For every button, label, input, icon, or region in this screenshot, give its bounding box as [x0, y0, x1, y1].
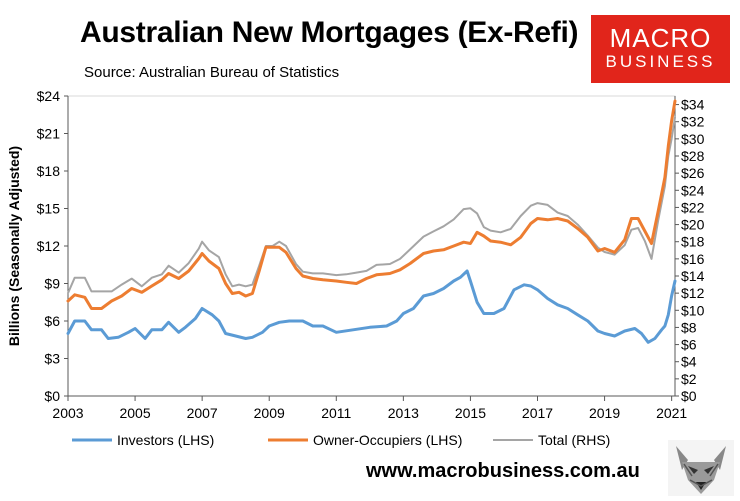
axes: $0$3$6$9$12$15$18$21$24$0$2$4$6$8$10$12$…: [37, 88, 705, 421]
y-left-tick-label: $15: [37, 201, 61, 217]
series-lines: [66, 99, 677, 344]
legend: Investors (LHS) Owner-Occupiers (LHS) Tota…: [72, 432, 610, 448]
y-right-tick-label: $0: [681, 388, 697, 404]
y-right-tick-label: $30: [681, 131, 705, 147]
chart-source: Source: Australian Bureau of Statistics: [84, 64, 340, 81]
y-right-tick-label: $14: [681, 268, 705, 284]
legend-label-1: Owner-Occupiers (LHS): [313, 432, 462, 448]
y-right-tick-label: $4: [681, 354, 697, 370]
series-line-0: [66, 269, 677, 344]
x-tick-label: 2021: [656, 405, 687, 421]
chart-title: Australian New Mortgages (Ex-Refi): [80, 16, 579, 49]
y-right-tick-label: $10: [681, 302, 705, 318]
footer-url: www.macrobusiness.com.au: [366, 460, 640, 482]
macrobusiness-logo: MACRO BUSINESS: [591, 15, 730, 83]
y-left-tick-label: $21: [37, 126, 61, 142]
logo-line-macro: MACRO: [609, 23, 712, 53]
x-tick-label: 2017: [522, 405, 553, 421]
x-tick-label: 2011: [321, 405, 351, 421]
y-right-tick-label: $8: [681, 319, 697, 335]
legend-label-2: Total (RHS): [538, 432, 610, 448]
y-right-tick-label: $18: [681, 234, 705, 250]
legend-label-0: Investors (LHS): [117, 432, 214, 448]
y-right-tick-label: $20: [681, 217, 705, 233]
plot-area-border: [67, 95, 676, 397]
logo-line-business: BUSINESS: [605, 52, 716, 71]
y-left-tick-label: $12: [37, 238, 61, 254]
x-tick-label: 2005: [119, 405, 150, 421]
x-tick-label: 2007: [187, 405, 218, 421]
y-axis-label: Billions (Seasonally Adjusted): [6, 146, 22, 346]
y-right-tick-label: $34: [681, 97, 705, 113]
y-right-tick-label: $22: [681, 199, 705, 215]
y-right-tick-label: $6: [681, 337, 697, 353]
x-tick-label: 2009: [254, 405, 285, 421]
y-left-tick-label: $6: [44, 313, 60, 329]
x-tick-label: 2015: [455, 405, 486, 421]
y-left-tick-label: $9: [44, 276, 60, 292]
y-right-tick-label: $24: [681, 182, 705, 198]
series-line-2: [67, 116, 676, 295]
y-right-tick-label: $12: [681, 285, 705, 301]
y-right-tick-label: $32: [681, 114, 705, 130]
y-right-tick-label: $16: [681, 251, 705, 267]
x-tick-label: 2003: [52, 405, 83, 421]
fox-mascot-icon: [668, 440, 734, 496]
y-left-tick-label: $3: [44, 351, 60, 367]
x-tick-label: 2013: [388, 405, 419, 421]
y-left-tick-label: $0: [44, 388, 60, 404]
y-right-tick-label: $28: [681, 148, 705, 164]
x-tick-label: 2019: [589, 405, 620, 421]
y-left-tick-label: $18: [37, 163, 61, 179]
y-right-tick-label: $2: [681, 371, 697, 387]
series-line-1: [66, 99, 677, 310]
y-left-tick-label: $24: [37, 88, 61, 104]
y-right-tick-label: $26: [681, 165, 705, 181]
